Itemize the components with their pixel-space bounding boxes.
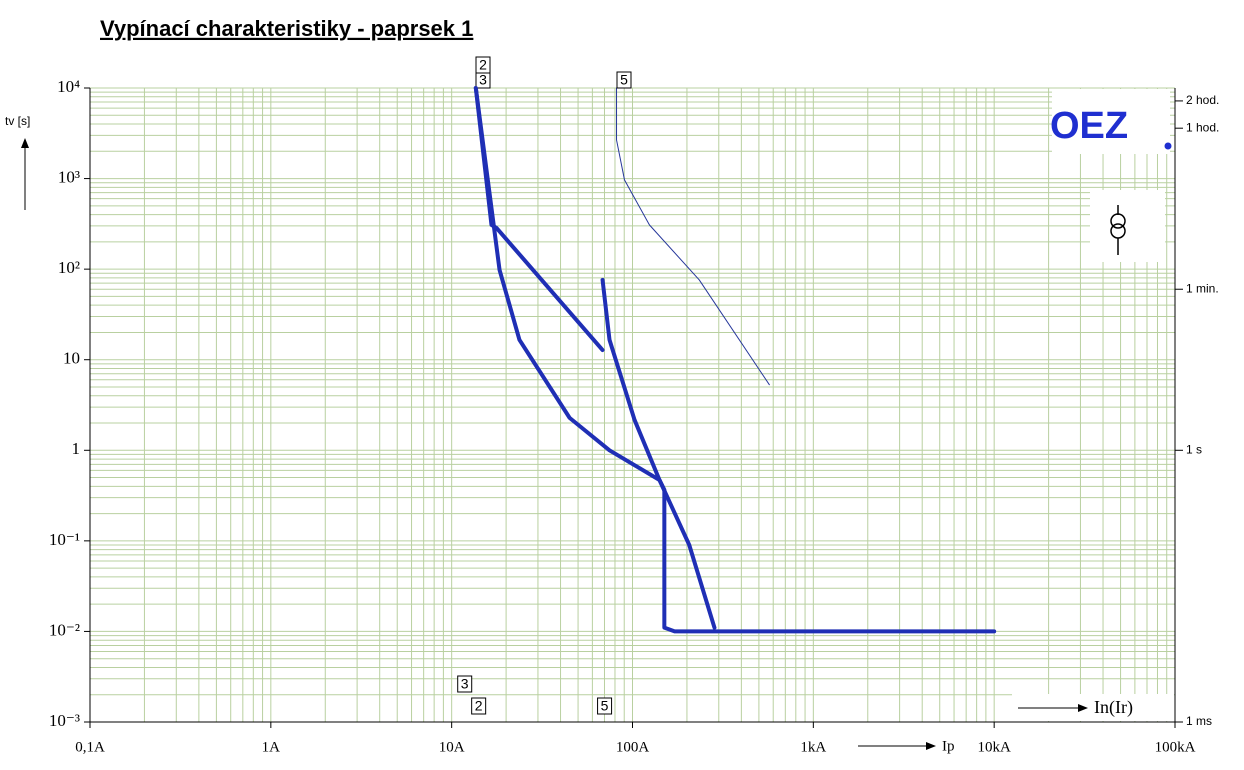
marker-label-box — [597, 697, 613, 715]
logo-panel — [1052, 89, 1170, 154]
ip-arrow — [858, 742, 936, 750]
x-tick-label: 100A — [616, 739, 650, 755]
marker-label: 3 — [461, 676, 469, 692]
x-annotation: Ip — [942, 738, 955, 754]
y-tick-label: 10³ — [58, 167, 80, 186]
x-tick-label: 10kA — [977, 739, 1011, 755]
grid — [89, 87, 1176, 723]
marker-label-box — [457, 675, 473, 693]
y-axis-label: tv [s] — [5, 114, 30, 128]
series-name: 3 — [479, 72, 487, 88]
marker-label: 5 — [601, 698, 609, 714]
y2-tick-label: 2 hod. — [1186, 93, 1219, 107]
x-tick-label: 1kA — [800, 739, 826, 755]
y-tick-label: 10⁴ — [57, 77, 80, 96]
y2-tick-label: 1 hod. — [1186, 120, 1219, 134]
logo-dot — [1164, 142, 1172, 150]
logo: OEZ — [1050, 105, 1128, 147]
chart-title: Vypínací charakteristiky - paprsek 1 — [100, 16, 473, 41]
y-tick-label: 10⁻² — [49, 620, 80, 639]
y-tick-label: 10⁻³ — [49, 711, 80, 730]
marker-label: 2 — [475, 698, 483, 714]
icon-panel — [1090, 190, 1165, 262]
in-arrow — [1018, 704, 1088, 712]
series-line — [616, 87, 770, 386]
y-tick-label: 10⁻¹ — [49, 530, 80, 549]
series-line — [473, 86, 997, 634]
y-arrow — [21, 138, 29, 210]
x-annotation-2: In(Ir) — [1094, 697, 1133, 718]
x-tick-label: 100kA — [1155, 739, 1196, 755]
y2-tick-label: 1 min. — [1186, 281, 1219, 295]
series-name-box — [616, 71, 632, 89]
foreground: 0,1A 1A 10A 100A 1kA 10kA 100kA 10⁴ 10³ 10² 10 1 10⁻… — [49, 56, 1219, 755]
y-tick-label: 10² — [58, 258, 80, 277]
x-tick-label: 1A — [262, 739, 281, 755]
series-line — [600, 277, 717, 630]
x-tick-label: 10A — [439, 739, 465, 755]
y2-tick-label: 1 ms — [1186, 714, 1212, 728]
y2-tick-label: 1 s — [1186, 442, 1202, 456]
y-tick-label: 1 — [72, 439, 81, 458]
marker-label-box — [471, 697, 487, 715]
series-name: 2 — [479, 57, 487, 73]
y-tick-label: 10 — [63, 349, 80, 368]
transformer-icon — [1110, 205, 1126, 255]
x-tick-label: 0,1A — [75, 739, 105, 755]
series-name-box — [475, 56, 491, 74]
series-name: 5 — [620, 72, 628, 88]
